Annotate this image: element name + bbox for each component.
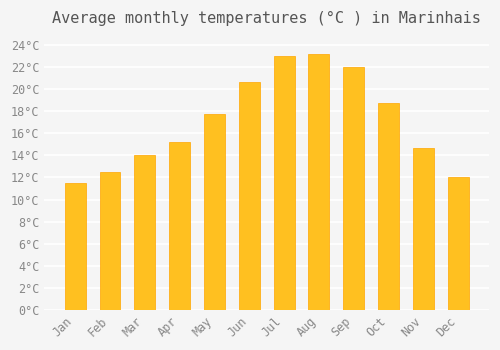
Bar	[274, 56, 294, 310]
Bar	[64, 183, 86, 310]
Title: Average monthly temperatures (°C ) in Marinhais: Average monthly temperatures (°C ) in Ma…	[52, 11, 481, 26]
Bar	[413, 148, 434, 310]
Bar	[134, 155, 155, 310]
Bar	[308, 54, 330, 310]
Bar	[204, 114, 225, 310]
Bar	[169, 142, 190, 310]
Bar	[239, 82, 260, 310]
Bar	[378, 103, 399, 310]
Bar	[100, 172, 120, 310]
Bar	[344, 67, 364, 310]
Bar	[448, 177, 468, 310]
